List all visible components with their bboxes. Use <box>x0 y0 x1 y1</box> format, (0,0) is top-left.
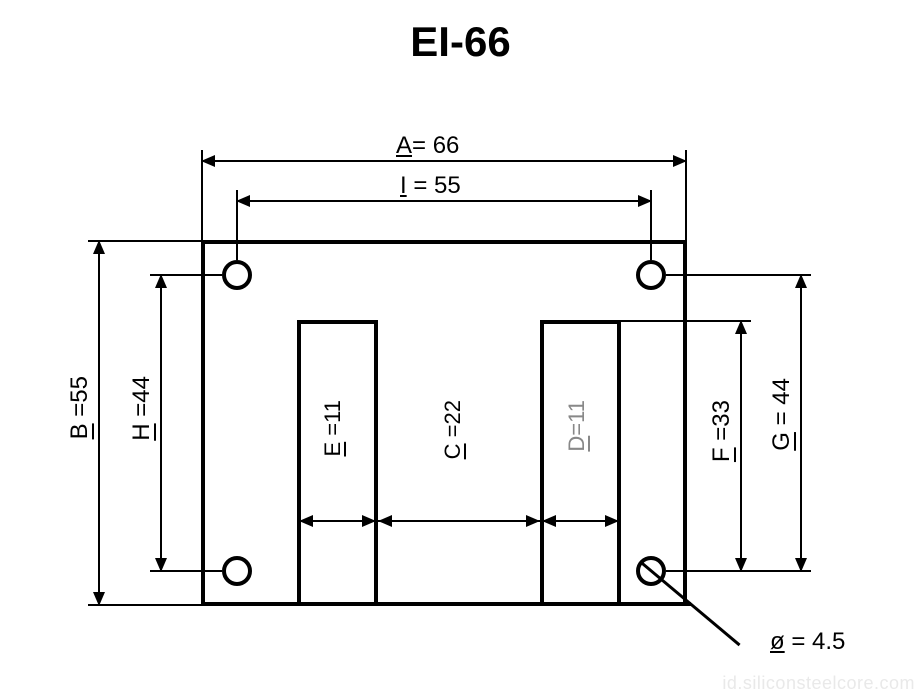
dim-h-val: 44 <box>128 376 155 403</box>
dim-i-label: I = 55 <box>400 172 461 200</box>
dim-h-label: H =44 <box>128 376 156 441</box>
dim-h-line <box>160 274 162 572</box>
dim-i-sym: I <box>400 172 407 199</box>
dim-c-label: C =22 <box>440 400 466 459</box>
dim-f-arrow-d <box>735 558 747 572</box>
dim-c-val: 22 <box>440 400 465 424</box>
dim-h-arrow-u <box>155 274 167 288</box>
dim-d-arrow-l <box>542 515 556 527</box>
dim-h-sym: H <box>128 423 155 440</box>
slot-right-l <box>540 320 544 606</box>
hole-top-left <box>222 260 252 290</box>
dim-i-val: 55 <box>434 172 461 199</box>
dim-c-sym: C <box>440 443 465 459</box>
dim-d-label: D=11 <box>564 400 590 452</box>
dim-c-line <box>378 520 540 522</box>
dim-b-val: 55 <box>66 376 93 403</box>
dim-b-arrow-u <box>93 240 105 254</box>
outer-top <box>201 240 687 244</box>
dim-phi-val: 4.5 <box>812 628 845 655</box>
dim-a-val: 66 <box>433 132 460 159</box>
hole-top-right <box>636 260 666 290</box>
dim-e-label: E =11 <box>320 400 346 457</box>
slot-left-l <box>297 320 301 606</box>
dim-b-line <box>98 240 100 606</box>
dim-b-sym: B <box>66 423 93 439</box>
dim-e-val: 11 <box>320 400 345 423</box>
dim-g-label: G = 44 <box>768 378 796 451</box>
slot-left-top <box>297 320 378 324</box>
diagram-stage: A= 66 I = 55 B =55 H =44 F =33 G = 44 <box>0 0 921 698</box>
dim-a-label: A= 66 <box>396 132 459 160</box>
dim-phi-label: ø = 4.5 <box>770 628 845 656</box>
dim-g-arrow-d <box>795 558 807 572</box>
ext-f-top <box>621 320 751 322</box>
dim-d-arrow-r <box>605 515 619 527</box>
dim-a-sym: A <box>396 132 412 159</box>
dim-a-arrow-l <box>201 155 215 167</box>
dim-phi-sym: ø <box>770 628 785 655</box>
dim-c-arrow-r <box>526 515 540 527</box>
dim-h-arrow-d <box>155 558 167 572</box>
dim-e-arrow-l <box>299 515 313 527</box>
dim-f-sym: F <box>708 447 735 462</box>
dim-g-val: 44 <box>768 378 795 405</box>
dim-f-label: F =33 <box>708 400 736 462</box>
dim-g-sym: G <box>768 432 795 451</box>
ext-g-top <box>666 274 811 276</box>
dim-c-arrow-l <box>378 515 392 527</box>
dim-f-arrow-u <box>735 320 747 334</box>
dim-i-arrow-r <box>638 195 652 207</box>
dim-e-sym: E <box>320 442 345 457</box>
slot-right-top <box>540 320 621 324</box>
dim-f-line <box>740 320 742 572</box>
dim-a-line <box>201 160 687 162</box>
outer-left <box>201 240 205 606</box>
dim-f-val: 33 <box>708 400 735 427</box>
outer-right <box>683 240 687 606</box>
dim-d-val: 11 <box>564 400 589 423</box>
dim-g-line <box>800 274 802 572</box>
dim-i-arrow-l <box>236 195 250 207</box>
slot-right-r <box>617 320 621 606</box>
dim-b-arrow-d <box>93 592 105 606</box>
dim-d-sym: D <box>564 436 589 452</box>
dim-i-line <box>236 200 652 202</box>
dim-b-label: B =55 <box>66 376 94 439</box>
hole-bottom-left <box>222 556 252 586</box>
watermark-text: id.siliconsteelcore.com <box>722 673 915 694</box>
slot-left-r <box>374 320 378 606</box>
dim-g-arrow-u <box>795 274 807 288</box>
dim-e-arrow-r <box>362 515 376 527</box>
dim-a-arrow-r <box>673 155 687 167</box>
